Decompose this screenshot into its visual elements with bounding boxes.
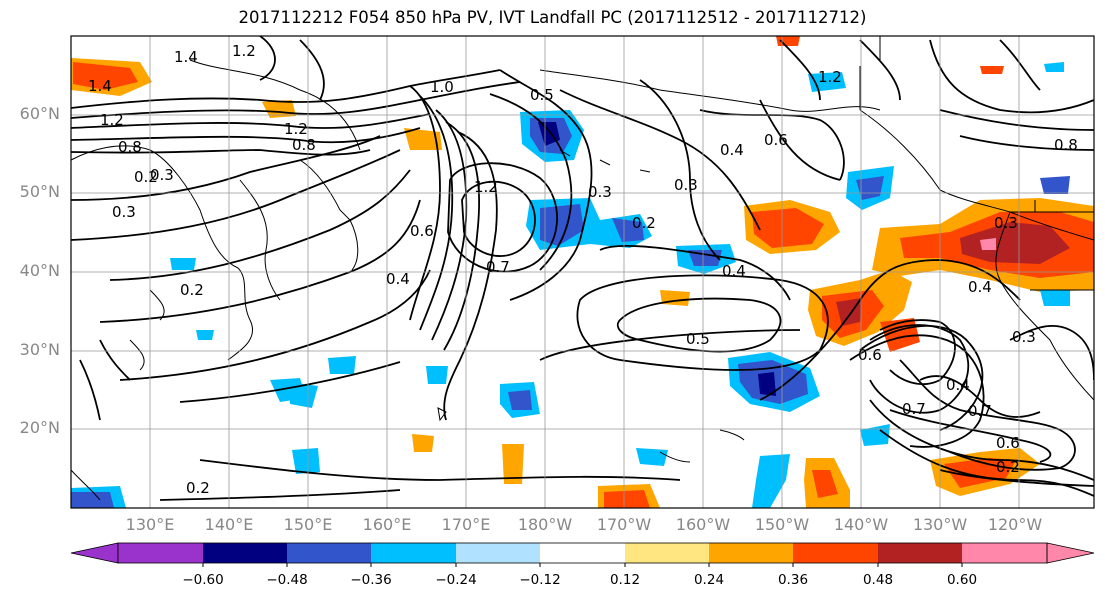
colorbar-tick-label: 0.12	[609, 572, 641, 588]
contour-label: 0.3	[112, 203, 136, 221]
colorbar-segment	[709, 543, 793, 563]
colorbar-tick-label: 0.48	[862, 572, 894, 588]
colorbar-segment	[456, 543, 540, 563]
colorbar-segment	[793, 543, 878, 563]
colorbar-segment	[878, 543, 962, 563]
colorbar-tick-label: −0.36	[350, 572, 392, 588]
contour-label: 0.3	[588, 183, 612, 201]
contour-label: 0.6	[996, 434, 1020, 452]
colorbar-tick-label: 0.36	[777, 572, 809, 588]
colorbar-tick-label: −0.48	[266, 572, 308, 588]
colorbar-tick-label: −0.60	[182, 572, 224, 588]
contour-label: 1.2	[474, 178, 498, 196]
contour-label: 1.2	[818, 68, 842, 86]
lon-label: 150°W	[754, 515, 810, 534]
colorbar-tick-label: 0.24	[693, 572, 725, 588]
contour-label: 0.7	[486, 258, 510, 276]
contour-label: 0.2	[996, 458, 1020, 476]
contour-label: 0.3	[994, 214, 1018, 232]
lat-label: 30°N	[19, 340, 60, 359]
lon-label: 180°W	[517, 515, 573, 534]
contour-label: 1.2	[284, 120, 308, 138]
colorbar-segment	[540, 543, 625, 563]
lon-label: 170°E	[441, 515, 491, 534]
lon-label: 170°W	[596, 515, 652, 534]
contour-label: 0.5	[686, 330, 710, 348]
contour-label: 0.6	[858, 346, 882, 364]
contour-lines	[71, 36, 1094, 501]
colorbar-segment	[203, 543, 287, 563]
lon-label: 160°E	[362, 515, 412, 534]
contour-label: 0.7	[968, 402, 992, 420]
colorbar-segment	[287, 543, 371, 563]
lon-label: 140°E	[204, 515, 254, 534]
contour-label: 0.4	[968, 278, 992, 296]
contour-label: 0.4	[386, 270, 410, 288]
lon-label: 120°W	[987, 515, 1043, 534]
contour-label: 0.2	[186, 479, 210, 497]
colorbar-segment	[371, 543, 456, 563]
contour-label: 0.8	[1054, 136, 1078, 154]
lat-label: 20°N	[19, 418, 60, 437]
contour-label: 0.6	[410, 222, 434, 240]
gridlines	[71, 36, 1094, 508]
map-plot-area: 1.4 1.4 1.2 1.2 1.2 0.8 0.8 0.3 0.2 0.3 …	[71, 36, 1094, 508]
contour-label: 1.4	[174, 48, 198, 66]
lon-label: 130°E	[125, 515, 175, 534]
contour-label: 1.0	[430, 78, 454, 96]
contour-label: 0.4	[946, 376, 970, 394]
contour-label: 1.2	[232, 42, 256, 60]
map-title: 2017112212 F054 850 hPa PV, IVT Landfall…	[238, 8, 867, 27]
colorbar-segment	[625, 543, 709, 563]
contour-label: 0.4	[722, 262, 746, 280]
colorbar-segment	[118, 543, 203, 563]
colorbar-tick-label: −0.12	[519, 572, 561, 588]
contour-label: 0.3	[1012, 328, 1036, 346]
contour-label: 0.4	[720, 141, 744, 159]
contour-label: 0.2	[134, 168, 158, 186]
colorbar-segment	[962, 543, 1047, 563]
lat-label: 50°N	[19, 182, 60, 201]
colorbar-segment	[1046, 542, 1095, 564]
colorbar-tick-label: −0.24	[435, 572, 477, 588]
plot-frame	[70, 35, 1095, 509]
contour-label: 0.2	[632, 214, 656, 232]
contour-label: 0.2	[180, 281, 204, 299]
lat-label: 60°N	[19, 104, 60, 123]
colorbar	[70, 542, 1095, 567]
lon-label: 150°E	[283, 515, 333, 534]
contour-label: 0.3	[674, 176, 698, 194]
contour-label: 0.8	[118, 138, 142, 156]
contour-label-layer: 1.4 1.4 1.2 1.2 1.2 0.8 0.8 0.3 0.2 0.3 …	[88, 42, 1078, 497]
coastlines	[71, 36, 1094, 501]
contour-label: 1.4	[88, 77, 112, 95]
contour-label: 1.2	[100, 111, 124, 129]
lat-label: 40°N	[19, 261, 60, 280]
colorbar-tick-label: 0.60	[946, 572, 978, 588]
colorbar-segment	[70, 542, 119, 564]
contour-label: 0.7	[902, 400, 926, 418]
contour-label: 0.8	[292, 136, 316, 154]
lon-label: 160°W	[675, 515, 731, 534]
lon-label: 130°W	[912, 515, 968, 534]
lon-label: 140°W	[833, 515, 889, 534]
filled-contours	[71, 36, 1094, 508]
contour-label: 0.6	[764, 131, 788, 149]
contour-label: 0.5	[530, 86, 554, 104]
contour-label: 0.3	[150, 166, 174, 184]
